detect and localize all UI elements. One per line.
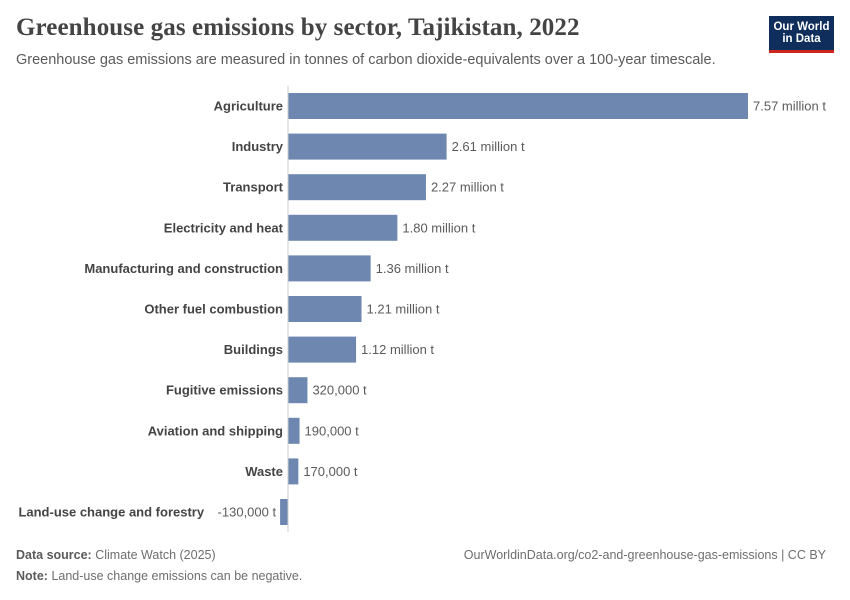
category-label: Electricity and heat xyxy=(164,220,284,235)
note-label: Note: xyxy=(16,569,48,583)
value-label: 2.27 million t xyxy=(431,180,504,195)
chart-note: Note: Land-use change emissions can be n… xyxy=(16,569,302,583)
category-label: Industry xyxy=(232,139,284,154)
chart-subtitle: Greenhouse gas emissions are measured in… xyxy=(16,52,716,68)
bar[interactable] xyxy=(288,255,371,282)
chart-title: Greenhouse gas emissions by sector, Taji… xyxy=(16,14,580,41)
bar[interactable] xyxy=(288,93,748,119)
category-label: Buildings xyxy=(224,342,283,357)
value-label: 1.21 million t xyxy=(367,302,440,317)
bar[interactable] xyxy=(280,499,288,525)
value-label: 320,000 t xyxy=(312,383,367,398)
bar[interactable] xyxy=(288,133,447,160)
data-source: Data source: Climate Watch (2025) xyxy=(16,548,216,562)
category-label: Manufacturing and construction xyxy=(84,261,283,276)
category-label: Transport xyxy=(223,180,284,195)
bar[interactable] xyxy=(288,417,300,444)
value-label: 1.80 million t xyxy=(402,220,475,235)
value-label: -130,000 t xyxy=(218,505,277,520)
logo-line-2: in Data xyxy=(782,33,821,45)
category-label: Agriculture xyxy=(214,99,283,114)
category-label: Other fuel combustion xyxy=(144,302,283,317)
bar[interactable] xyxy=(288,377,308,404)
value-label: 190,000 t xyxy=(305,423,360,438)
value-label: 1.36 million t xyxy=(376,261,449,276)
bar[interactable] xyxy=(288,336,357,363)
category-label: Land-use change and forestry xyxy=(18,505,204,520)
bar[interactable] xyxy=(288,296,362,322)
value-label: 170,000 t xyxy=(303,464,358,479)
data-source-label: Data source: xyxy=(16,548,92,562)
value-label: 2.61 million t xyxy=(452,139,525,154)
data-source-link[interactable]: Climate Watch (2025) xyxy=(95,548,216,562)
bar[interactable] xyxy=(288,214,398,241)
value-label: 1.12 million t xyxy=(361,342,434,357)
category-label: Aviation and shipping xyxy=(148,423,283,438)
category-label: Waste xyxy=(245,464,283,479)
note-text: Land-use change emissions can be negativ… xyxy=(51,569,303,583)
category-label: Fugitive emissions xyxy=(166,383,283,398)
owid-url-link[interactable]: OurWorldinData.org/co2-and-greenhouse-ga… xyxy=(463,548,826,562)
value-label: 7.57 million t xyxy=(753,99,826,114)
bar[interactable] xyxy=(288,458,299,485)
logo-line-1: Our World xyxy=(773,21,830,33)
owid-logo[interactable]: Our World in Data xyxy=(769,16,834,53)
bar-chart: Agriculture 7.57 million t Industry 2.61 mi… xyxy=(18,86,826,532)
bar[interactable] xyxy=(288,174,426,201)
